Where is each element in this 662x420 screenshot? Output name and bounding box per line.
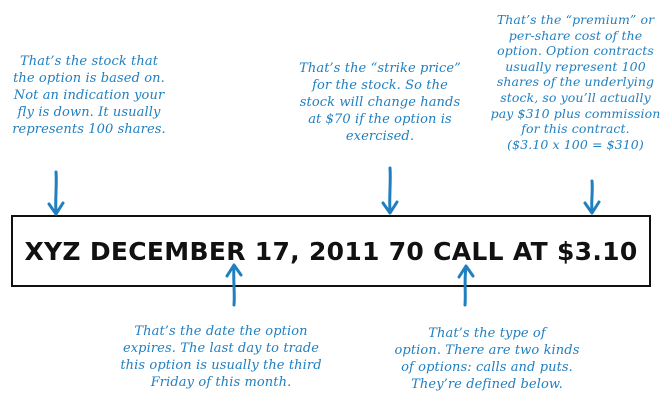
arrow-down-icon — [381, 166, 399, 215]
annotation-line: That’s the “premium” or — [496, 12, 655, 27]
annotation-line: Not an indication your — [13, 88, 165, 103]
annotation-line: They’re defined below. — [411, 377, 563, 392]
annotation-line: That’s the “strike price” — [299, 61, 461, 76]
annotation-line: for this contract. — [521, 121, 630, 137]
annotation-line: exercised. — [345, 129, 415, 144]
annotation-line: ($3.10 x 100 = $310) — [507, 136, 644, 152]
annotation-line: Friday of this month. — [150, 375, 292, 390]
annotation-line: option. There are two kinds — [394, 343, 580, 358]
annotation-line: usually represent 100 — [505, 58, 646, 74]
annotation-stock: That’s the stock that the option is base… — [0, 53, 178, 138]
annotation-line: That’s the stock that — [19, 54, 159, 69]
arrow-down-icon — [583, 179, 601, 215]
annotation-line: represents 100 shares. — [12, 122, 166, 137]
option-quote-box: XYZ DECEMBER 17, 2011 70 CALL AT $3.10 — [11, 215, 651, 287]
annotation-strike-price: That’s the “strike price” for the stock.… — [282, 60, 478, 145]
annotation-line: fly is down. It usually — [17, 105, 161, 120]
annotation-expiration-date: That’s the date the option expires. The … — [96, 323, 346, 391]
annotation-line: stock, so you’ll actually — [500, 89, 651, 105]
annotation-line: stock will change hands — [299, 95, 461, 110]
annotation-option-type: That’s the type of option. There are two… — [382, 325, 592, 393]
annotation-line: the option is based on. — [13, 71, 165, 86]
annotation-line: per-share cost of the — [508, 27, 643, 43]
annotation-premium: That’s the “premium” or per-share cost o… — [489, 12, 662, 152]
annotation-line: for the stock. So the — [312, 78, 448, 93]
annotation-line: expires. The last day to trade — [122, 341, 320, 356]
annotation-line: pay $310 plus commission — [490, 105, 661, 121]
annotation-line: That’s the date the option — [134, 324, 308, 339]
annotation-line: of options: calls and puts. — [401, 360, 573, 375]
annotation-line: this option is usually the third — [120, 358, 322, 373]
annotation-line: shares of the underlying — [496, 74, 655, 90]
annotation-line: at $70 if the option is — [308, 112, 452, 127]
annotation-line: That’s the type of — [428, 326, 546, 341]
option-quote-text: XYZ DECEMBER 17, 2011 70 CALL AT $3.10 — [24, 236, 638, 266]
annotation-line: option. Option contracts — [497, 43, 654, 59]
arrow-down-icon — [47, 170, 65, 216]
